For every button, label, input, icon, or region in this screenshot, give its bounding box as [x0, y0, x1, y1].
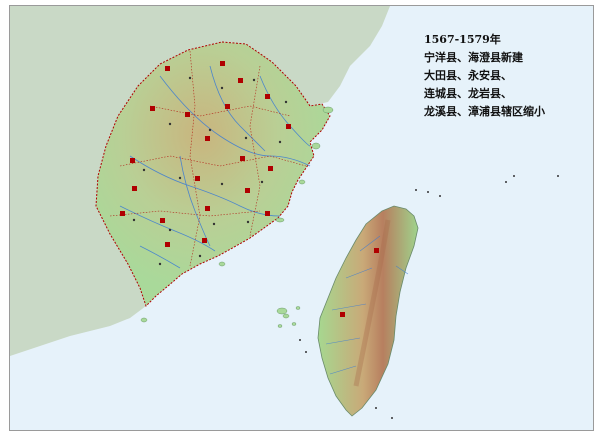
map-frame: 1567-1579年 宁洋县、海澄县新建 大田县、永安县、 连城县、龙岩县、 龙… [9, 5, 594, 431]
taiwan-name-marks [340, 248, 379, 317]
prefecture-borders [109, 50, 307, 267]
legend-line-4: 龙溪县、漳浦县辖区缩小 [424, 105, 545, 118]
neighboring-land [10, 6, 390, 356]
prefecture-name-marks [120, 61, 291, 247]
taiwan-rivers [325, 235, 409, 375]
taiwan-island [317, 205, 419, 417]
legend-line-2: 大田县、永安县、 [424, 69, 512, 82]
penghu-islands [277, 313, 297, 328]
taiwan-central-range [353, 219, 391, 387]
island-label-markers [299, 175, 559, 419]
county-seat-dots [132, 76, 288, 266]
legend-line-1: 宁洋县、海澄县新建 [424, 51, 523, 64]
map-svg [10, 6, 559, 419]
map-legend: 1567-1579年 宁洋县、海澄县新建 大田县、永安县、 连城县、龙岩县、 龙… [424, 31, 545, 121]
legend-line-3: 连城县、龙岩县、 [424, 87, 512, 100]
legend-year-range: 1567-1579年 [424, 33, 501, 46]
fujian-coastal-islands [140, 106, 334, 323]
